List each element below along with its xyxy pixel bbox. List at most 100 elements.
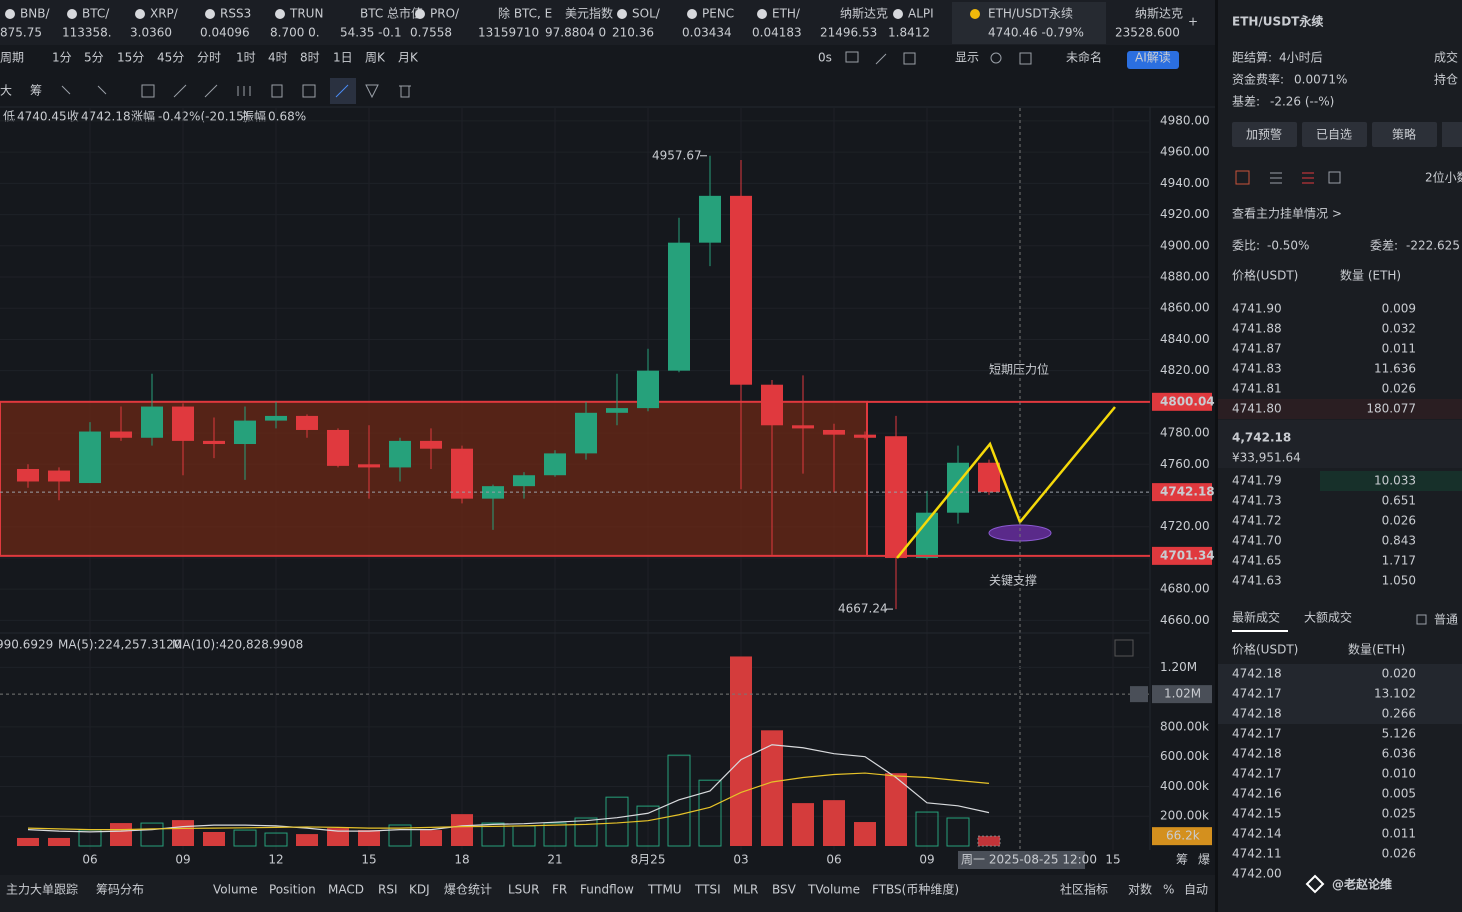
bid-qty: 1.050 <box>1382 574 1416 588</box>
ticker-name[interactable]: SOL/ <box>632 7 661 21</box>
toolbar-item[interactable]: AI解读 <box>1135 51 1171 65</box>
indicator-tab[interactable]: TTMU <box>647 883 682 897</box>
toolbar-item[interactable]: 显示 <box>955 51 979 65</box>
trade-tab[interactable]: 最新成交 <box>1232 610 1280 625</box>
period-button[interactable]: 15分 <box>117 51 144 65</box>
toolbar-item[interactable]: 0s <box>818 51 832 65</box>
trade-tab[interactable]: 普通 <box>1434 613 1458 627</box>
y-tick-label: 4960.00 <box>1160 145 1210 159</box>
ticker-name[interactable]: BTC/ <box>82 7 110 21</box>
add-tab[interactable]: + <box>1188 15 1198 29</box>
link[interactable]: 查看主力挂单情况 > <box>1232 207 1342 221</box>
label: 资金费率: <box>1232 72 1284 87</box>
tool[interactable]: 筹 <box>30 84 42 98</box>
button-bg[interactable] <box>1302 122 1367 147</box>
period-button[interactable]: 45分 <box>157 51 184 65</box>
indicator-tab[interactable]: TVolume <box>807 883 860 897</box>
toolbar-item[interactable]: 未命名 <box>1066 50 1102 65</box>
ticker-icon <box>617 9 627 19</box>
period-button[interactable]: 1日 <box>333 51 353 65</box>
volume-bar <box>172 820 194 846</box>
value: 0.0071% <box>1294 73 1347 87</box>
button-bg[interactable] <box>1442 122 1462 147</box>
column-head: 数量(ETH) <box>1348 642 1405 657</box>
indicator-tab[interactable]: MLR <box>733 883 758 897</box>
bottom-item[interactable]: 主力大单跟踪 <box>6 883 78 897</box>
ticker-name[interactable]: XRP/ <box>150 7 179 21</box>
legend-item: MA(10):420,828.9908 <box>172 638 303 652</box>
ticker-name[interactable]: 纳斯达克 <box>840 7 888 21</box>
period-button[interactable]: 月K <box>398 51 419 65</box>
period-button[interactable]: 4时 <box>268 51 288 65</box>
active-tool[interactable] <box>330 78 356 104</box>
ohlc-info: 4740.45 <box>17 110 67 124</box>
ticker-name[interactable]: ALPI <box>908 7 934 21</box>
ticker-name[interactable]: 纳斯达克 <box>1135 7 1183 21</box>
period-button[interactable]: 1分 <box>52 51 72 65</box>
price-label-bg <box>1152 546 1212 565</box>
volume-label: 66.2k <box>1166 829 1200 843</box>
bottom-item[interactable]: 自动 <box>1184 883 1208 897</box>
ticker-price: 210.36 <box>612 26 654 40</box>
price-label: 4800.04 <box>1160 394 1215 408</box>
indicator-tab[interactable]: 爆仓统计 <box>444 883 492 897</box>
button[interactable]: 策略 <box>1392 127 1416 142</box>
volume-bar <box>17 837 39 846</box>
bottom-item[interactable]: 筹码分布 <box>96 883 144 897</box>
ticker-name[interactable]: 美元指数 <box>565 6 613 21</box>
period-button[interactable]: 分时 <box>197 51 221 65</box>
period-button[interactable]: 1时 <box>236 51 256 65</box>
button-bg[interactable] <box>1372 122 1437 147</box>
ticker-icon <box>205 9 215 19</box>
ticker-name[interactable]: ETH/ <box>772 7 801 21</box>
tool[interactable]: 大 <box>0 84 12 98</box>
max-label: 4957.67 <box>652 148 702 162</box>
expand-icon[interactable] <box>1114 639 1134 657</box>
ticker-icon <box>415 9 425 19</box>
decimals[interactable]: 2位小数 <box>1425 170 1462 185</box>
bottom-item[interactable]: % <box>1163 883 1174 897</box>
candle-body <box>327 429 349 466</box>
indicator-tab[interactable]: Position <box>269 883 316 897</box>
trade-price: 4742.17 <box>1232 687 1282 701</box>
row-highlight <box>1218 399 1462 419</box>
x-tick-label: 09 <box>175 853 190 867</box>
button[interactable]: 加预警 <box>1246 127 1282 142</box>
ai-button-bg[interactable] <box>1127 51 1179 69</box>
ticker-name[interactable]: BTC 总市值 <box>360 6 423 21</box>
trade-qty: 0.026 <box>1382 847 1416 861</box>
indicator-tab[interactable]: Fundflow <box>580 883 634 897</box>
period-button[interactable]: 周K <box>365 51 386 65</box>
indicator-tab[interactable]: FR <box>552 883 567 897</box>
candle-body <box>575 412 597 454</box>
button-bg[interactable] <box>1232 122 1297 147</box>
bottom-item[interactable]: 对数 <box>1128 882 1152 897</box>
ticker-price: 0.04183 <box>752 26 802 40</box>
ticker-icon <box>5 9 15 19</box>
indicator-tab[interactable]: FTBS(币种维度) <box>872 882 959 897</box>
bottom-item[interactable]: 社区指标 <box>1060 882 1108 897</box>
trade-tab[interactable]: 大额成交 <box>1304 610 1352 625</box>
indicator-tab[interactable]: MACD <box>328 883 364 897</box>
ticker-name[interactable]: BNB/ <box>20 7 50 21</box>
indicator-tab[interactable]: KDJ <box>409 883 430 897</box>
indicator-tab[interactable]: Volume <box>213 883 258 897</box>
ticker-name[interactable]: PENC <box>702 7 734 21</box>
period-button[interactable]: 5分 <box>84 51 104 65</box>
ohlc-info: 收 <box>67 110 79 124</box>
ma-line <box>27 744 990 833</box>
indicator-tab[interactable]: TTSI <box>694 883 721 897</box>
period-button[interactable]: 周期 <box>0 51 24 65</box>
ticker-name[interactable]: TRUN <box>289 7 323 21</box>
ticker-name[interactable]: RSS3 <box>220 7 251 21</box>
ticker-name[interactable]: PRO/ <box>430 7 460 21</box>
indicator-tab[interactable]: LSUR <box>508 883 539 897</box>
indicator-tab[interactable]: BSV <box>772 883 797 897</box>
button[interactable]: 已自选 <box>1316 128 1352 142</box>
ticker-name[interactable]: 除 BTC, E <box>498 6 552 21</box>
candle-body <box>730 195 752 385</box>
period-button[interactable]: 8时 <box>300 51 320 65</box>
ticker-name[interactable]: ETH/USDT永续 <box>988 7 1073 21</box>
indicator-tab[interactable]: RSI <box>378 883 398 897</box>
y-tick-label: 4680.00 <box>1160 582 1210 596</box>
